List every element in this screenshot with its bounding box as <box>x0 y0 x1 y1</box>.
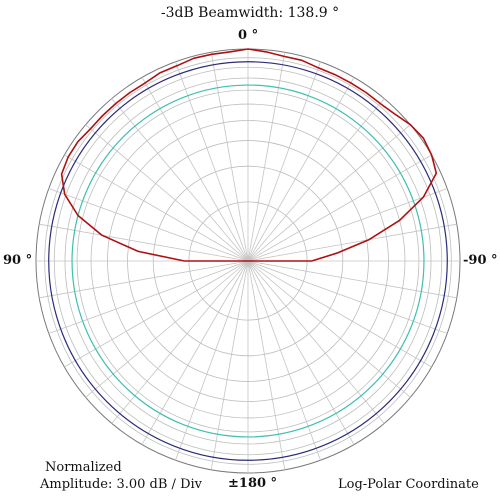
grid-spoke <box>48 260 249 334</box>
grid-spoke <box>175 260 249 461</box>
grid-spoke <box>247 260 385 424</box>
grid-spoke <box>247 52 286 262</box>
grid-spoke <box>247 260 355 445</box>
grid-spoke <box>247 260 286 470</box>
grid-spoke <box>85 260 249 398</box>
pattern-trace <box>60 48 438 262</box>
angle-label-0: 0 ° <box>238 28 259 43</box>
pattern-line <box>60 48 438 262</box>
grid-spoke <box>39 223 249 262</box>
angle-label-180: ±180 ° <box>228 476 278 491</box>
grid-spoke <box>64 154 249 262</box>
grid-spoke <box>247 260 448 334</box>
grid-spoke <box>247 260 321 461</box>
grid-spoke <box>141 77 249 262</box>
grid-spoke <box>247 124 411 262</box>
grid-spoke <box>247 61 321 262</box>
grid-spoke <box>111 260 249 424</box>
grid-spoke <box>247 260 432 368</box>
grid-spoke <box>247 260 457 299</box>
grid-spoke <box>210 52 249 262</box>
grid-spoke <box>48 188 249 262</box>
grid-spoke <box>247 98 385 262</box>
normalized-label: Normalized <box>45 460 122 475</box>
grid-spoke <box>247 188 448 262</box>
grid-spoke <box>210 260 249 470</box>
grid-spoke <box>111 98 249 262</box>
grid-spoke <box>141 260 249 445</box>
angle-label-minus-90: -90 ° <box>463 253 498 268</box>
polar-grid <box>35 48 461 474</box>
reference-circle <box>48 61 448 461</box>
reference-circle <box>71 84 425 438</box>
grid-spoke <box>247 260 411 398</box>
grid-spoke <box>247 154 432 262</box>
grid-spoke <box>175 61 249 262</box>
grid-spoke <box>39 260 249 299</box>
grid-spoke <box>247 223 457 262</box>
coordinate-label: Log-Polar Coordinate <box>338 477 479 492</box>
grid-spoke <box>64 260 249 368</box>
grid-spoke <box>247 77 355 262</box>
angle-label-90: 90 ° <box>3 253 33 268</box>
grid-spoke <box>85 124 249 262</box>
reference-circles <box>48 61 448 461</box>
chart-title: -3dB Beamwidth: 138.9 ° <box>160 5 340 21</box>
amplitude-label: Amplitude: 3.00 dB / Div <box>40 477 202 492</box>
